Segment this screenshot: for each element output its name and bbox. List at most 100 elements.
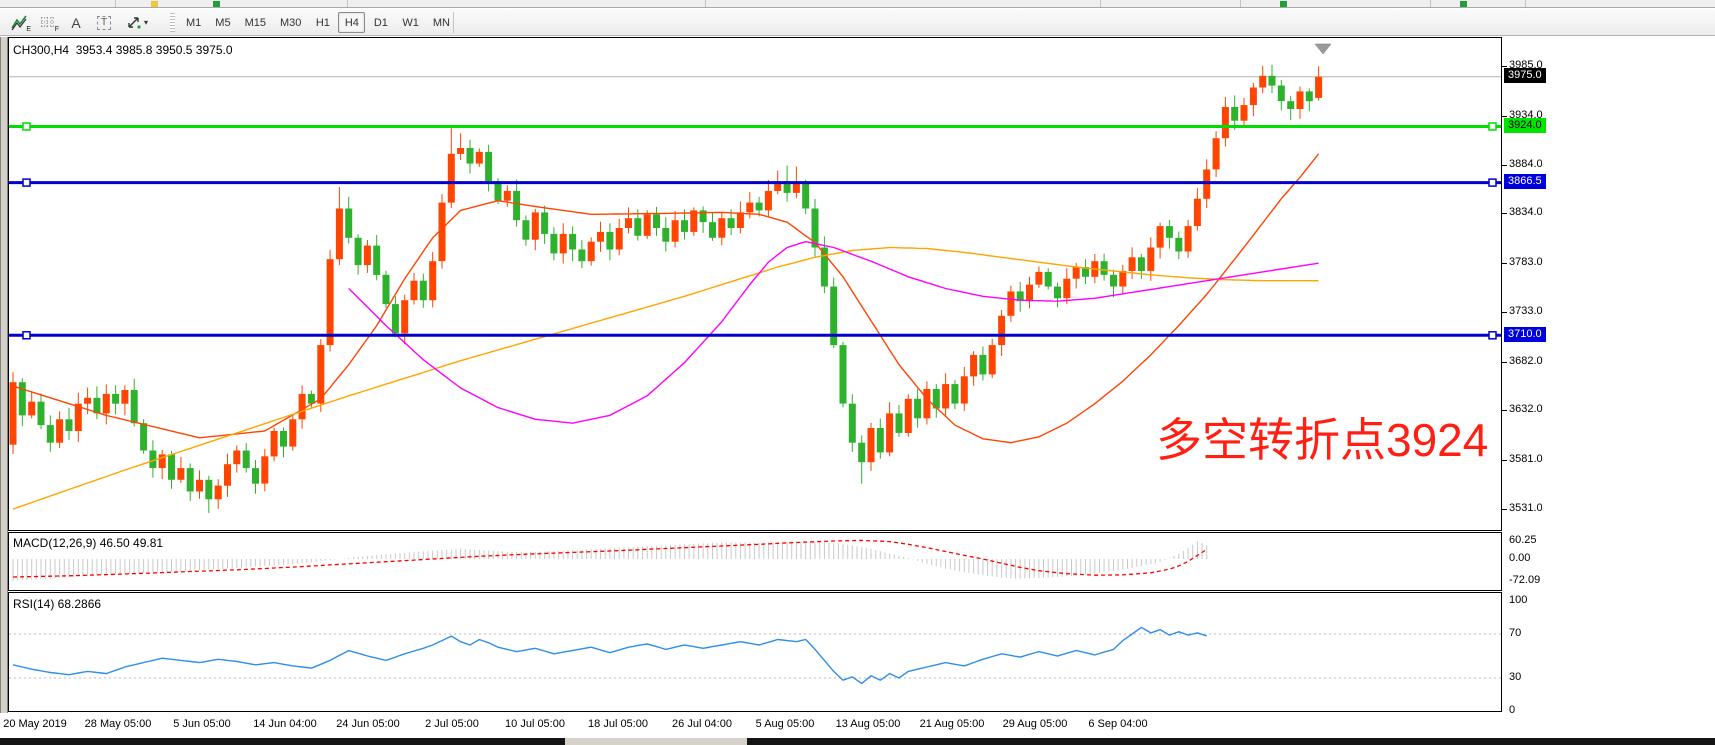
timeframe-button-m15[interactable]: M15	[244, 16, 266, 29]
price-tick-mark	[1502, 66, 1507, 67]
chart-annotation-text: 多空转折点3924	[1156, 414, 1489, 466]
grid-sub-label: F	[54, 26, 59, 33]
macd-scale-label: 60.25	[1509, 534, 1537, 546]
rsi-panel[interactable]: RSI(14) 68.2866	[8, 592, 1502, 712]
price-chart-panel[interactable]: CH300,H4 3953.4 3985.8 3950.5 3975.0	[8, 37, 1502, 531]
price-tick-mark	[1502, 362, 1507, 363]
price-tick-mark	[1502, 460, 1507, 461]
text-tool-button[interactable]: A	[63, 11, 89, 34]
cursor-arrows-icon	[128, 17, 141, 29]
date-label: 2 Jul 05:00	[425, 718, 479, 730]
upper-toolbar-speck	[1280, 1, 1287, 7]
timeframe-button-h4[interactable]: H4	[338, 12, 366, 33]
timeframe-button-h1[interactable]: H1	[315, 16, 330, 29]
price-badge: 3975.0	[1504, 68, 1546, 83]
rsi-scale[interactable]: 100 70 30 0	[1502, 592, 1715, 716]
date-label: 18 Jul 05:00	[588, 718, 648, 730]
macd-scale-label: 0.00	[1509, 552, 1531, 564]
dropdown-caret-icon: ▾	[143, 18, 148, 27]
price-tick-mark	[1502, 116, 1507, 117]
date-label: 28 May 05:00	[84, 718, 152, 730]
price-tick-label: 3783.0	[1509, 256, 1543, 268]
macd-canvas[interactable]	[9, 533, 1501, 590]
upper-toolbar-speck	[213, 1, 220, 7]
price-tick-mark	[1502, 312, 1507, 313]
price-tick-label: 3733.0	[1509, 305, 1543, 317]
scrollbar-thumb[interactable]	[565, 738, 747, 745]
upper-toolbar-separator	[1430, 0, 1431, 7]
date-label: 24 Jun 05:00	[336, 718, 400, 730]
date-label: 13 Aug 05:00	[835, 718, 901, 730]
candlestick-chart-canvas[interactable]	[9, 38, 1501, 530]
date-label: 5 Jun 05:00	[173, 718, 231, 730]
horizontal-scrollbar[interactable]	[0, 738, 1715, 745]
text-tool-icon: A	[71, 14, 81, 31]
chart-toolbar: E F A T ▾	[0, 9, 1715, 36]
label-tool-icon: T	[97, 15, 111, 30]
price-tick-label: 3682.0	[1509, 355, 1543, 367]
price-tick-mark	[1502, 509, 1507, 510]
price-tick-label: 3531.0	[1509, 502, 1543, 514]
symbol-ohlc-label: CH300,H4 3953.4 3985.8 3950.5 3975.0	[13, 43, 233, 57]
clipped-upper-toolbar	[0, 0, 1715, 8]
macd-scale-label: -72.09	[1509, 574, 1541, 586]
macd-scale[interactable]: 60.25 0.00 -72.09	[1502, 532, 1715, 591]
upper-toolbar-separator	[1525, 0, 1526, 7]
date-label: 14 Jun 04:00	[253, 718, 317, 730]
upper-toolbar-speck	[1460, 1, 1467, 7]
upper-toolbar-separator	[705, 0, 706, 7]
price-scale[interactable]: 3985.0 3934.0 3884.0 3834.0 3783.0 3733.0 3682…	[1502, 37, 1715, 531]
drawing-tools-group: E F A T ▾	[6, 9, 156, 36]
toolbar-separator	[453, 12, 454, 33]
timeframe-button-m5[interactable]: M5	[215, 16, 231, 29]
grid-button[interactable]: F	[35, 11, 61, 34]
indicators-sub-label: E	[26, 26, 31, 33]
cursor-tool-button[interactable]: ▾	[119, 11, 155, 34]
rsi-scale-label: 30	[1509, 671, 1522, 683]
price-badge: 3710.0	[1504, 327, 1546, 342]
date-label: 21 Aug 05:00	[919, 718, 985, 730]
time-axis[interactable]: 20 May 2019 28 May 05:00 5 Jun 05:00 14 Jun…	[0, 713, 1715, 738]
date-label: 29 Aug 05:00	[1002, 718, 1068, 730]
date-label: 6 Sep 04:00	[1088, 718, 1148, 730]
price-badge: 3924.0	[1504, 118, 1546, 133]
price-tick-mark	[1502, 165, 1507, 166]
rsi-scale-label: 70	[1509, 627, 1522, 639]
date-label: 20 May 2019	[3, 718, 67, 730]
rsi-scale-label: 100	[1509, 594, 1528, 606]
macd-panel[interactable]: MACD(12,26,9) 46.50 49.81	[8, 532, 1502, 591]
price-tick-label: 3834.0	[1509, 206, 1543, 218]
price-tick-label: 3581.0	[1509, 453, 1543, 465]
timeframe-button-w1[interactable]: W1	[402, 16, 419, 29]
upper-toolbar-separator	[115, 0, 116, 7]
window-left-rail	[0, 37, 8, 738]
grid-icon	[41, 16, 54, 28]
date-label: 5 Aug 05:00	[755, 718, 815, 730]
price-tick-label: 3632.0	[1509, 403, 1543, 415]
price-badge: 3866.5	[1504, 174, 1546, 189]
price-tick-label: 3884.0	[1509, 158, 1543, 170]
macd-label: MACD(12,26,9) 46.50 49.81	[13, 536, 164, 550]
upper-toolbar-speck	[151, 1, 158, 7]
upper-toolbar-separator	[1240, 0, 1241, 7]
upper-toolbar-separator	[347, 0, 348, 7]
toolbar-grip[interactable]	[170, 13, 175, 32]
rsi-scale-label: 0	[1509, 704, 1516, 716]
timeframe-button-d1[interactable]: D1	[373, 16, 388, 29]
timeframe-button-mn[interactable]: MN	[432, 16, 450, 29]
timeframe-button-m30[interactable]: M30	[279, 16, 302, 29]
price-tick-mark	[1502, 410, 1507, 411]
text-label-tool-button[interactable]: T	[91, 11, 117, 34]
date-label: 26 Jul 04:00	[672, 718, 732, 730]
timeframe-group: M1 M5 M15 M30 H1 H4 D1 W1 MN	[179, 9, 457, 36]
indicators-icon	[11, 15, 27, 30]
timeframe-button-m1[interactable]: M1	[186, 16, 202, 29]
date-label: 10 Jul 05:00	[505, 718, 565, 730]
indicators-button[interactable]: E	[7, 11, 33, 34]
upper-toolbar-separator	[1100, 0, 1101, 7]
rsi-canvas[interactable]	[9, 593, 1501, 711]
rsi-label: RSI(14) 68.2866	[13, 597, 102, 611]
price-tick-mark	[1502, 263, 1507, 264]
price-tick-mark	[1502, 213, 1507, 214]
